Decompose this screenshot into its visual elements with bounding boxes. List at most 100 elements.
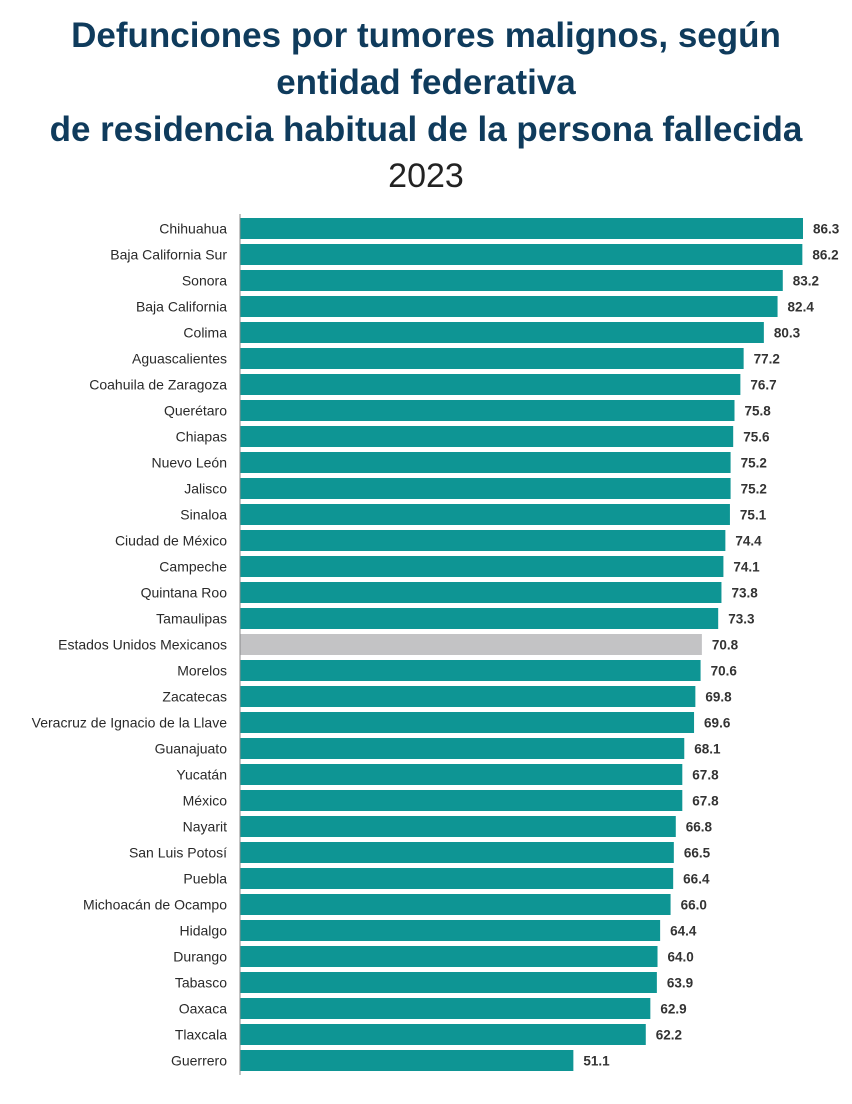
value-label: 86.3	[813, 222, 840, 237]
bar	[240, 712, 695, 733]
bar	[240, 894, 671, 915]
chart-title-line-1: Defunciones por tumores malignos, según	[71, 16, 781, 55]
value-label: 74.4	[735, 534, 762, 549]
bar	[240, 348, 744, 369]
bar	[240, 322, 764, 343]
category-label: Tabasco	[175, 975, 227, 991]
category-label: Nuevo León	[151, 455, 227, 471]
bar-national	[240, 634, 702, 655]
category-label: Oaxaca	[179, 1001, 227, 1017]
category-label: México	[183, 793, 228, 809]
value-label: 73.3	[728, 612, 755, 627]
category-label: Coahuila de Zaragoza	[89, 377, 227, 393]
value-label: 69.6	[704, 716, 731, 731]
category-label: Yucatán	[176, 767, 227, 783]
category-label: Nayarit	[183, 819, 227, 835]
chart-subtitle: 2023	[388, 157, 464, 195]
category-label: Baja California Sur	[110, 247, 227, 263]
value-label: 67.8	[692, 768, 719, 783]
bar	[240, 686, 696, 707]
value-label: 66.5	[684, 846, 711, 861]
value-label: 64.0	[668, 950, 694, 965]
category-label: Puebla	[183, 871, 227, 887]
value-label: 75.8	[745, 404, 772, 419]
category-label: Hidalgo	[180, 923, 228, 939]
bar	[240, 374, 741, 395]
bar	[240, 556, 724, 577]
bar	[240, 816, 676, 837]
value-label: 63.9	[667, 976, 693, 991]
category-label: Michoacán de Ocampo	[83, 897, 227, 913]
value-label: 70.8	[712, 638, 739, 653]
value-label: 51.1	[583, 1054, 610, 1069]
category-label: San Luis Potosí	[129, 845, 227, 861]
value-label: 75.1	[740, 508, 767, 523]
value-label: 74.1	[733, 560, 760, 575]
category-label: Sinaloa	[180, 507, 227, 523]
category-label: Chihuahua	[159, 221, 227, 237]
bar	[240, 738, 685, 759]
value-label: 67.8	[692, 794, 719, 809]
category-label: Jalisco	[184, 481, 227, 497]
category-label: Colima	[183, 325, 227, 341]
bar	[240, 296, 778, 317]
category-label: Durango	[173, 949, 227, 965]
category-label: Aguascalientes	[132, 351, 227, 367]
category-label: Estados Unidos Mexicanos	[58, 637, 227, 653]
category-label: Sonora	[182, 273, 227, 289]
bar	[240, 426, 734, 447]
value-label: 80.3	[774, 326, 801, 341]
category-label: Campeche	[159, 559, 227, 575]
value-label: 82.4	[788, 300, 815, 315]
value-label: 66.4	[683, 872, 710, 887]
bar	[240, 842, 674, 863]
value-label: 70.6	[711, 664, 738, 679]
bar	[240, 530, 726, 551]
bar	[240, 998, 651, 1019]
value-label: 62.9	[660, 1002, 686, 1017]
bar	[240, 608, 719, 629]
bar	[240, 1024, 646, 1045]
bar	[240, 764, 683, 785]
value-label: 66.8	[686, 820, 713, 835]
category-label: Zacatecas	[162, 689, 227, 705]
value-label: 77.2	[754, 352, 780, 367]
bar	[240, 452, 731, 473]
value-label: 64.4	[670, 924, 697, 939]
bar	[240, 868, 674, 889]
value-label: 68.1	[694, 742, 721, 757]
bar	[240, 478, 731, 499]
bar	[240, 400, 735, 421]
bar	[240, 660, 701, 681]
category-label: Chiapas	[176, 429, 227, 445]
value-label: 86.2	[812, 248, 838, 263]
category-label: Tlaxcala	[175, 1027, 227, 1043]
category-label: Morelos	[177, 663, 227, 679]
category-label: Ciudad de México	[115, 533, 227, 549]
bar	[240, 972, 657, 993]
bar	[240, 244, 803, 265]
value-label: 75.2	[741, 482, 767, 497]
bar	[240, 504, 730, 525]
value-label: 66.0	[681, 898, 707, 913]
value-label: 76.7	[750, 378, 776, 393]
category-label: Guerrero	[171, 1053, 227, 1069]
bar	[240, 920, 661, 941]
value-label: 75.2	[741, 456, 767, 471]
value-label: 69.8	[705, 690, 732, 705]
category-label: Quintana Roo	[141, 585, 228, 601]
category-label: Guanajuato	[155, 741, 228, 757]
bar	[240, 270, 783, 291]
bar	[240, 218, 803, 239]
category-label: Veracruz de Ignacio de la Llave	[32, 715, 228, 731]
chart-header: Defunciones por tumores malignos, según …	[0, 12, 852, 199]
bar	[240, 1050, 574, 1071]
bar	[240, 790, 683, 811]
category-label: Tamaulipas	[156, 611, 227, 627]
category-label: Baja California	[136, 299, 227, 315]
bar	[240, 946, 658, 967]
chart-title-line-2: entidad federativa	[276, 63, 576, 102]
value-label: 75.6	[743, 430, 770, 445]
value-label: 83.2	[793, 274, 819, 289]
